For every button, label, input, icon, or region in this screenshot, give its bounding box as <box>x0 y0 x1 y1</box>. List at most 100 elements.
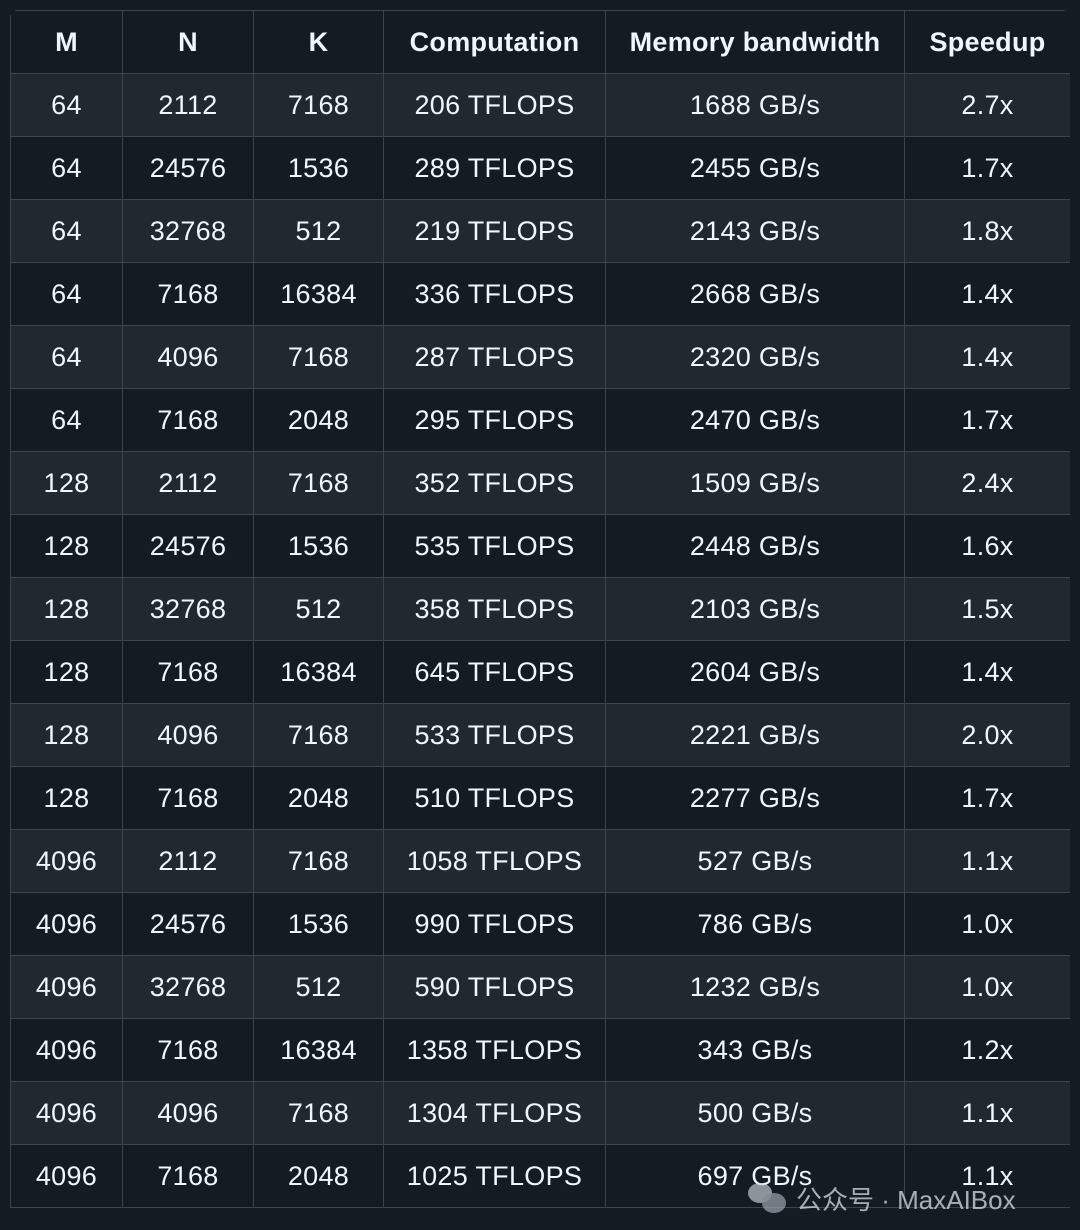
cell-speedup: 1.1x <box>904 1081 1070 1145</box>
cell-memory-bandwidth: 2448 GB/s <box>605 514 905 578</box>
cell-m: 4096 <box>10 955 123 1019</box>
cell-computation: 295 TFLOPS <box>383 388 606 452</box>
cell-speedup: 1.8x <box>904 199 1070 263</box>
cell-computation: 219 TFLOPS <box>383 199 606 263</box>
cell-memory-bandwidth: 2320 GB/s <box>605 325 905 389</box>
table-row: 128 32768 512 358 TFLOPS 2103 GB/s 1.5x <box>10 577 1070 641</box>
table-row: 128 4096 7168 533 TFLOPS 2221 GB/s 2.0x <box>10 703 1070 767</box>
cell-k: 16384 <box>253 1018 384 1082</box>
table-row: 64 2112 7168 206 TFLOPS 1688 GB/s 2.7x <box>10 73 1070 137</box>
cell-speedup: 2.0x <box>904 703 1070 767</box>
benchmark-table-container: M N K Computation Memory bandwidth Speed… <box>10 10 1070 1220</box>
cell-m: 64 <box>10 199 123 263</box>
cell-n: 2112 <box>122 451 254 515</box>
cell-speedup: 1.1x <box>904 1144 1070 1208</box>
cell-speedup: 1.0x <box>904 892 1070 956</box>
cell-n: 24576 <box>122 892 254 956</box>
cell-speedup: 2.7x <box>904 73 1070 137</box>
cell-computation: 1025 TFLOPS <box>383 1144 606 1208</box>
table-row: 64 7168 2048 295 TFLOPS 2470 GB/s 1.7x <box>10 388 1070 452</box>
cell-computation: 336 TFLOPS <box>383 262 606 326</box>
cell-n: 32768 <box>122 577 254 641</box>
cell-memory-bandwidth: 1509 GB/s <box>605 451 905 515</box>
cell-memory-bandwidth: 2668 GB/s <box>605 262 905 326</box>
cell-m: 4096 <box>10 829 123 893</box>
cell-n: 7168 <box>122 388 254 452</box>
cell-memory-bandwidth: 2455 GB/s <box>605 136 905 200</box>
cell-speedup: 1.7x <box>904 388 1070 452</box>
table-row: 4096 32768 512 590 TFLOPS 1232 GB/s 1.0x <box>10 955 1070 1019</box>
table-row: 64 32768 512 219 TFLOPS 2143 GB/s 1.8x <box>10 199 1070 263</box>
table-body: 64 2112 7168 206 TFLOPS 1688 GB/s 2.7x 64 24576… <box>10 73 1070 1208</box>
cell-m: 64 <box>10 136 123 200</box>
cell-n: 32768 <box>122 199 254 263</box>
cell-n: 7168 <box>122 1018 254 1082</box>
cell-k: 16384 <box>253 640 384 704</box>
column-header-k[interactable]: K <box>253 10 384 74</box>
cell-memory-bandwidth: 1232 GB/s <box>605 955 905 1019</box>
column-header-m[interactable]: M <box>10 10 123 74</box>
cell-speedup: 2.4x <box>904 451 1070 515</box>
cell-memory-bandwidth: 2604 GB/s <box>605 640 905 704</box>
cell-k: 512 <box>253 577 384 641</box>
cell-k: 2048 <box>253 388 384 452</box>
column-header-n[interactable]: N <box>122 10 254 74</box>
cell-computation: 1304 TFLOPS <box>383 1081 606 1145</box>
column-header-computation[interactable]: Computation <box>383 10 606 74</box>
cell-speedup: 1.5x <box>904 577 1070 641</box>
cell-speedup: 1.4x <box>904 325 1070 389</box>
cell-speedup: 1.1x <box>904 829 1070 893</box>
cell-k: 16384 <box>253 262 384 326</box>
cell-m: 4096 <box>10 1081 123 1145</box>
cell-m: 4096 <box>10 1144 123 1208</box>
cell-m: 4096 <box>10 1018 123 1082</box>
cell-n: 7168 <box>122 1144 254 1208</box>
cell-memory-bandwidth: 2277 GB/s <box>605 766 905 830</box>
cell-k: 7168 <box>253 703 384 767</box>
cell-computation: 1358 TFLOPS <box>383 1018 606 1082</box>
cell-computation: 358 TFLOPS <box>383 577 606 641</box>
cell-m: 64 <box>10 388 123 452</box>
benchmark-table: M N K Computation Memory bandwidth Speed… <box>10 10 1070 1208</box>
cell-computation: 289 TFLOPS <box>383 136 606 200</box>
cell-m: 128 <box>10 577 123 641</box>
cell-k: 7168 <box>253 73 384 137</box>
cell-computation: 206 TFLOPS <box>383 73 606 137</box>
cell-m: 64 <box>10 262 123 326</box>
table-row: 64 4096 7168 287 TFLOPS 2320 GB/s 1.4x <box>10 325 1070 389</box>
cell-n: 7168 <box>122 640 254 704</box>
column-header-speedup[interactable]: Speedup <box>904 10 1070 74</box>
cell-m: 128 <box>10 766 123 830</box>
cell-computation: 352 TFLOPS <box>383 451 606 515</box>
cell-memory-bandwidth: 786 GB/s <box>605 892 905 956</box>
cell-n: 7168 <box>122 766 254 830</box>
cell-speedup: 1.4x <box>904 262 1070 326</box>
cell-k: 2048 <box>253 1144 384 1208</box>
cell-k: 512 <box>253 199 384 263</box>
cell-memory-bandwidth: 2103 GB/s <box>605 577 905 641</box>
cell-speedup: 1.2x <box>904 1018 1070 1082</box>
cell-computation: 990 TFLOPS <box>383 892 606 956</box>
cell-m: 4096 <box>10 892 123 956</box>
cell-n: 4096 <box>122 325 254 389</box>
table-row: 128 24576 1536 535 TFLOPS 2448 GB/s 1.6x <box>10 514 1070 578</box>
cell-memory-bandwidth: 527 GB/s <box>605 829 905 893</box>
cell-k: 7168 <box>253 325 384 389</box>
cell-speedup: 1.7x <box>904 766 1070 830</box>
table-header-row: M N K Computation Memory bandwidth Speed… <box>10 10 1070 74</box>
table-row: 128 7168 16384 645 TFLOPS 2604 GB/s 1.4x <box>10 640 1070 704</box>
cell-memory-bandwidth: 2470 GB/s <box>605 388 905 452</box>
cell-memory-bandwidth: 343 GB/s <box>605 1018 905 1082</box>
cell-m: 64 <box>10 325 123 389</box>
cell-n: 7168 <box>122 262 254 326</box>
column-header-memory-bandwidth[interactable]: Memory bandwidth <box>605 10 905 74</box>
table-row: 4096 2112 7168 1058 TFLOPS 527 GB/s 1.1x <box>10 829 1070 893</box>
cell-memory-bandwidth: 1688 GB/s <box>605 73 905 137</box>
cell-computation: 1058 TFLOPS <box>383 829 606 893</box>
cell-n: 4096 <box>122 703 254 767</box>
cell-k: 1536 <box>253 136 384 200</box>
table-row: 128 7168 2048 510 TFLOPS 2277 GB/s 1.7x <box>10 766 1070 830</box>
cell-computation: 590 TFLOPS <box>383 955 606 1019</box>
cell-computation: 510 TFLOPS <box>383 766 606 830</box>
cell-n: 32768 <box>122 955 254 1019</box>
